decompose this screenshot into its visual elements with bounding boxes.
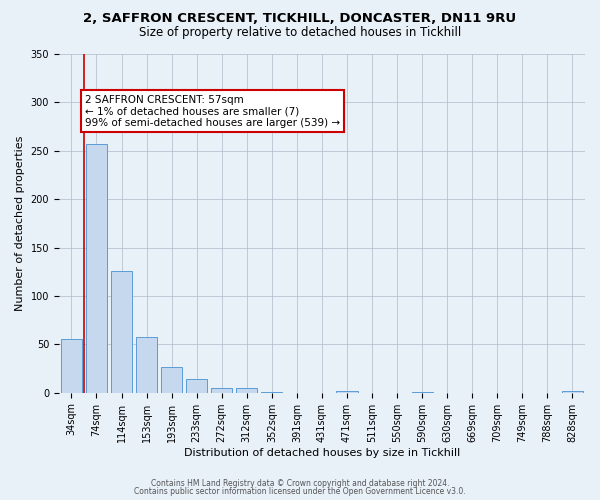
Bar <box>186 379 208 392</box>
Text: 2, SAFFRON CRESCENT, TICKHILL, DONCASTER, DN11 9RU: 2, SAFFRON CRESCENT, TICKHILL, DONCASTER… <box>83 12 517 26</box>
Bar <box>86 144 107 392</box>
X-axis label: Distribution of detached houses by size in Tickhill: Distribution of detached houses by size … <box>184 448 460 458</box>
Y-axis label: Number of detached properties: Number of detached properties <box>15 136 25 311</box>
Bar <box>211 388 232 392</box>
Text: 2 SAFFRON CRESCENT: 57sqm
← 1% of detached houses are smaller (7)
99% of semi-de: 2 SAFFRON CRESCENT: 57sqm ← 1% of detach… <box>85 94 340 128</box>
Text: Size of property relative to detached houses in Tickhill: Size of property relative to detached ho… <box>139 26 461 39</box>
Bar <box>61 340 82 392</box>
Bar <box>161 366 182 392</box>
Text: Contains HM Land Registry data © Crown copyright and database right 2024.: Contains HM Land Registry data © Crown c… <box>151 478 449 488</box>
Bar <box>562 391 583 392</box>
Bar <box>337 391 358 392</box>
Bar <box>136 336 157 392</box>
Bar <box>111 271 132 392</box>
Bar <box>236 388 257 392</box>
Text: Contains public sector information licensed under the Open Government Licence v3: Contains public sector information licen… <box>134 487 466 496</box>
